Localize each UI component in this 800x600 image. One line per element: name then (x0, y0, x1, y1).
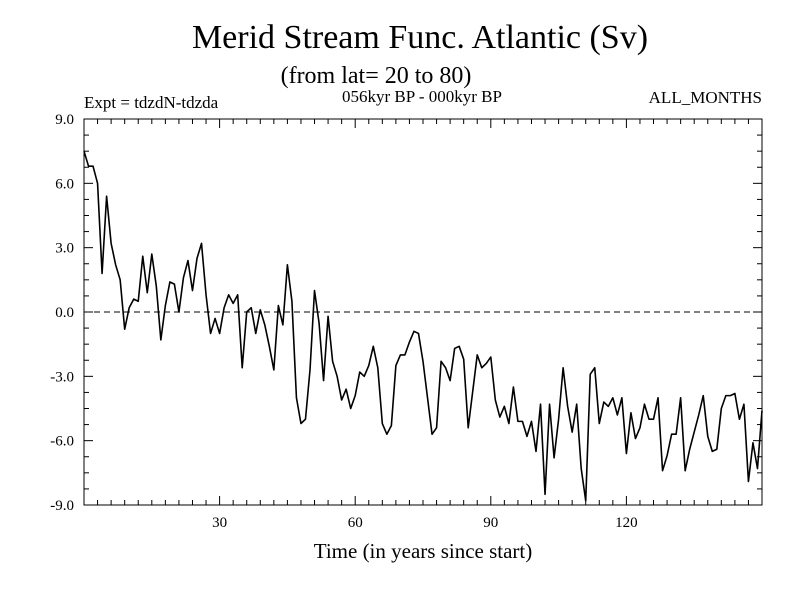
data-line (83, 150, 763, 502)
x-tick-labels: 30 60 90 120 (212, 515, 638, 531)
tick-marks (84, 118, 762, 506)
y-tick-label: -3.0 (50, 369, 74, 385)
x-tick-label: 60 (348, 515, 363, 531)
y-tick-label: 6.0 (55, 176, 74, 192)
experiment-note: Expt = tdzdN-tdzda (84, 93, 219, 112)
y-tick-label: 9.0 (55, 112, 74, 128)
y-tick-label: 3.0 (55, 241, 74, 257)
chart-subtitle: (from lat= 20 to 80) (281, 63, 472, 89)
months-note: ALL_MONTHS (649, 88, 762, 107)
y-tick-label: -9.0 (50, 498, 74, 514)
y-tick-label: -6.0 (50, 434, 74, 450)
y-tick-label: 0.0 (55, 305, 74, 321)
x-axis-label: Time (in years since start) (314, 539, 533, 563)
y-tick-labels: 9.0 6.0 3.0 0.0 -3.0 -6.0 -9.0 (50, 112, 74, 514)
x-tick-label: 90 (483, 515, 498, 531)
period-note: 056kyr BP - 000kyr BP (342, 87, 502, 106)
x-tick-label: 30 (212, 515, 227, 531)
chart-title: Merid Stream Func. Atlantic (Sv) (192, 19, 648, 56)
x-tick-label: 120 (615, 515, 638, 531)
